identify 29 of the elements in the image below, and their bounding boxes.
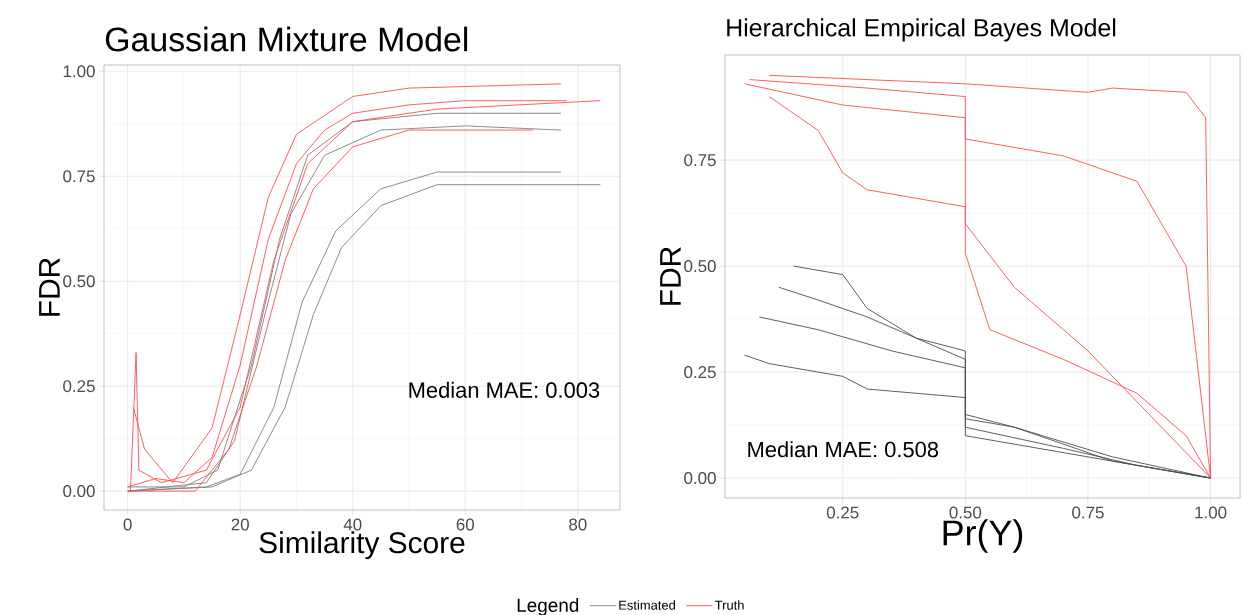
y-axis-title: FDR xyxy=(39,258,60,316)
x-tick-label: 1.00 xyxy=(1195,506,1227,519)
x-axis-title: Pr(Y) xyxy=(943,519,1023,553)
x-tick-label: 20 xyxy=(231,518,249,531)
x-tick-label: 60 xyxy=(456,518,475,531)
legend-label: Estimated xyxy=(619,600,675,610)
annotation: Median MAE: 0.003 xyxy=(409,381,600,398)
x-tick-label: 0 xyxy=(123,518,132,531)
x-tick-label: 40 xyxy=(343,518,362,531)
x-tick-label: 0.50 xyxy=(949,506,982,519)
y-tick-label: 0.00 xyxy=(684,472,716,485)
x-axis-title: Similarity Score xyxy=(259,531,465,560)
x-tick-label: 0.25 xyxy=(826,506,859,519)
y-tick-label: 0.75 xyxy=(63,170,95,183)
y-tick-label: 0.50 xyxy=(684,260,716,273)
y-tick-label: 0.00 xyxy=(63,485,95,498)
chart-title: Gaussian Mixture Model xyxy=(105,26,468,52)
legend-title: Legend xyxy=(517,598,579,615)
y-axis-title: FDR xyxy=(660,247,681,305)
y-tick-label: 0.75 xyxy=(684,154,716,167)
chart-title: Hierarchical Empirical Bayes Model xyxy=(727,18,1116,42)
y-tick-label: 0.25 xyxy=(63,380,95,393)
y-tick-label: 0.25 xyxy=(684,366,716,379)
y-tick-label: 0.50 xyxy=(63,275,95,288)
legend-label: Truth xyxy=(715,600,744,610)
x-tick-label: 0.75 xyxy=(1072,506,1104,519)
annotation: Median MAE: 0.508 xyxy=(748,441,939,458)
x-tick-label: 80 xyxy=(569,518,587,531)
y-tick-label: 1.00 xyxy=(63,65,95,78)
